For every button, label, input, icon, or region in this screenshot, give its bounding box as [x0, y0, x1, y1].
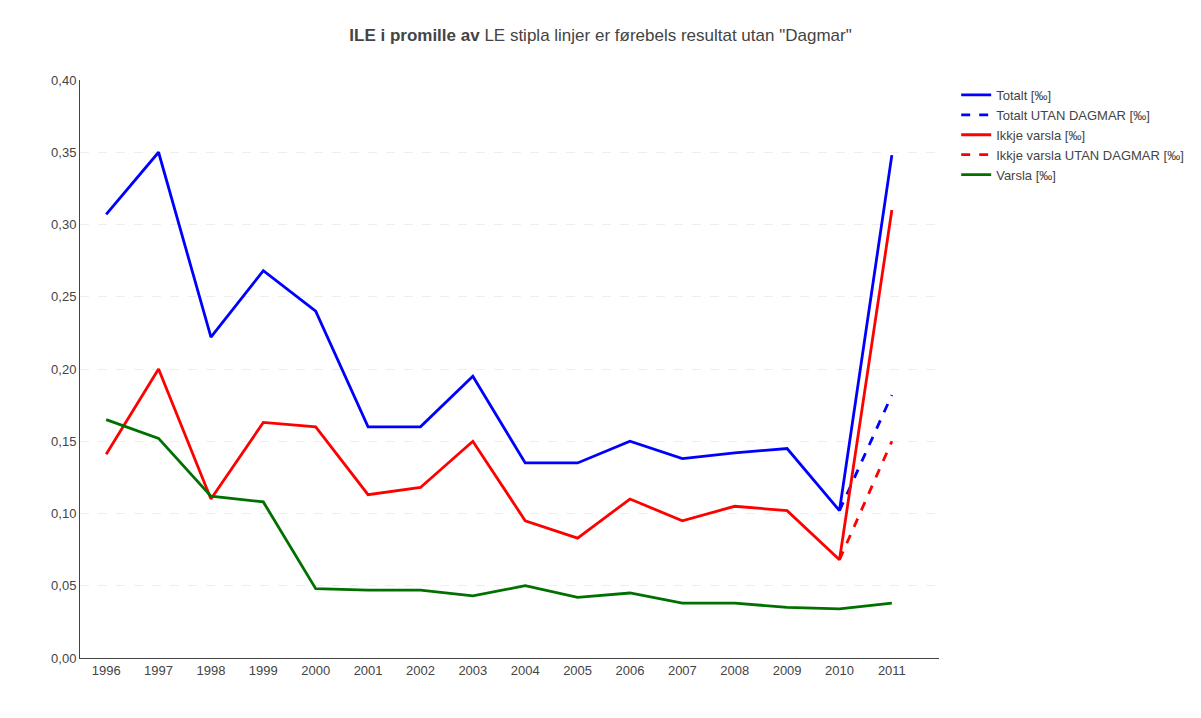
svg-text:2006: 2006: [616, 663, 645, 678]
svg-text:0,05: 0,05: [51, 578, 76, 593]
svg-text:0,30: 0,30: [51, 217, 76, 232]
svg-text:1997: 1997: [144, 663, 173, 678]
svg-text:2000: 2000: [301, 663, 330, 678]
svg-text:Ikkje varsla UTAN DAGMAR [‰]: Ikkje varsla UTAN DAGMAR [‰]: [996, 148, 1184, 163]
svg-text:0,35: 0,35: [51, 145, 76, 160]
svg-text:Ikkje varsla [‰]: Ikkje varsla [‰]: [996, 128, 1085, 143]
svg-text:Varsla [‰]: Varsla [‰]: [996, 168, 1056, 183]
svg-text:2008: 2008: [720, 663, 749, 678]
svg-text:0,40: 0,40: [51, 73, 76, 88]
svg-text:2001: 2001: [354, 663, 383, 678]
svg-text:2004: 2004: [511, 663, 540, 678]
svg-text:2005: 2005: [563, 663, 592, 678]
svg-text:1999: 1999: [249, 663, 278, 678]
svg-text:2009: 2009: [773, 663, 802, 678]
svg-text:Totalt [‰]: Totalt [‰]: [996, 88, 1051, 103]
svg-text:0,00: 0,00: [51, 651, 76, 666]
svg-text:2007: 2007: [668, 663, 697, 678]
svg-text:2003: 2003: [458, 663, 487, 678]
svg-text:1998: 1998: [196, 663, 225, 678]
svg-text:1996: 1996: [92, 663, 121, 678]
svg-text:ILE i promille av LE stipla li: ILE i promille av LE stipla linjer er fø…: [349, 26, 851, 45]
svg-text:2002: 2002: [406, 663, 435, 678]
svg-text:0,20: 0,20: [51, 362, 76, 377]
svg-text:0,25: 0,25: [51, 289, 76, 304]
svg-text:0,15: 0,15: [51, 434, 76, 449]
svg-text:2010: 2010: [825, 663, 854, 678]
svg-text:Totalt UTAN DAGMAR [‰]: Totalt UTAN DAGMAR [‰]: [996, 108, 1150, 123]
svg-text:0,10: 0,10: [51, 506, 76, 521]
svg-text:2011: 2011: [878, 663, 906, 678]
